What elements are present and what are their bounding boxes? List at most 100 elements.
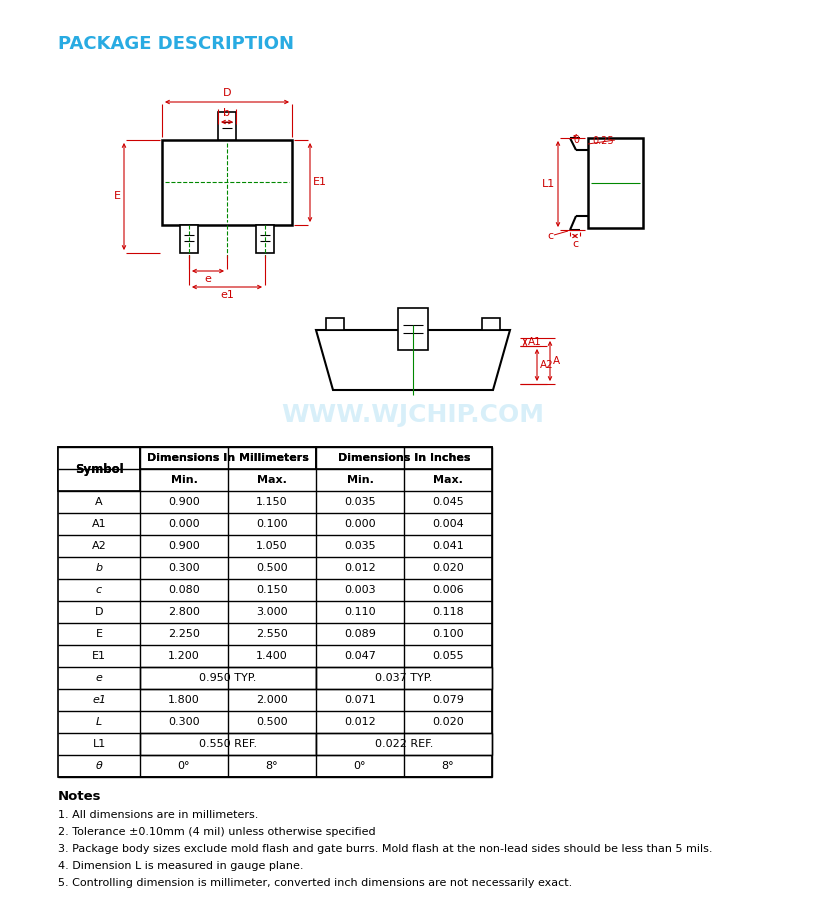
Text: 2. Tolerance ±0.10mm (4 mil) unless otherwise specified: 2. Tolerance ±0.10mm (4 mil) unless othe… (58, 827, 375, 837)
Text: Max.: Max. (433, 475, 463, 485)
Text: 1.800: 1.800 (168, 695, 200, 705)
Text: 2.800: 2.800 (168, 607, 200, 617)
Bar (482, 318, 500, 330)
Text: 0.150: 0.150 (256, 585, 288, 595)
Text: 0.045: 0.045 (433, 497, 464, 507)
Text: 0.004: 0.004 (433, 519, 464, 529)
Text: e1: e1 (220, 290, 234, 300)
Text: E1: E1 (92, 651, 106, 661)
Text: E: E (95, 629, 103, 639)
Text: θ: θ (573, 135, 579, 145)
Text: e: e (204, 274, 212, 284)
Text: 0.900: 0.900 (168, 497, 200, 507)
Text: 8°: 8° (442, 761, 454, 771)
Text: Min.: Min. (347, 475, 374, 485)
Text: 0.900: 0.900 (168, 541, 200, 551)
Text: 0.047: 0.047 (344, 651, 376, 661)
Bar (140, 733, 316, 755)
Text: L1: L1 (93, 739, 106, 749)
Text: 0.055: 0.055 (433, 651, 464, 661)
Bar (140, 447, 316, 469)
Text: Max.: Max. (257, 475, 287, 485)
Text: 0.100: 0.100 (433, 629, 464, 639)
Text: c: c (547, 231, 553, 241)
Text: 2.250: 2.250 (168, 629, 200, 639)
Text: 4. Dimension L is measured in gauge plane.: 4. Dimension L is measured in gauge plan… (58, 861, 304, 871)
Text: Min.: Min. (170, 475, 198, 485)
Bar (58, 447, 140, 491)
Text: 2.000: 2.000 (256, 695, 288, 705)
Text: c: c (96, 585, 102, 595)
Text: Dimensions In Millimeters: Dimensions In Millimeters (147, 453, 309, 463)
Text: 0.300: 0.300 (168, 717, 200, 727)
Text: 0.041: 0.041 (433, 541, 464, 551)
Text: 0.000: 0.000 (344, 519, 375, 529)
Bar (256, 225, 274, 253)
Text: 0.950 TYP.: 0.950 TYP. (199, 673, 256, 683)
Text: 2.550: 2.550 (256, 629, 288, 639)
Text: 0.035: 0.035 (344, 497, 375, 507)
Text: Dimensions In Inches: Dimensions In Inches (337, 453, 471, 463)
Text: 0.079: 0.079 (432, 695, 464, 705)
Text: 0.118: 0.118 (433, 607, 464, 617)
Bar (218, 112, 236, 140)
Text: 3.000: 3.000 (256, 607, 288, 617)
Text: Symbol: Symbol (74, 462, 123, 476)
Text: 0.550 REF.: 0.550 REF. (199, 739, 257, 749)
Text: Symbol: Symbol (74, 462, 123, 476)
Text: A2: A2 (92, 541, 107, 551)
Text: b: b (95, 563, 103, 573)
Bar (316, 667, 492, 689)
Text: A: A (95, 497, 103, 507)
Text: D: D (222, 88, 232, 98)
Text: b: b (223, 108, 231, 118)
Text: 0°: 0° (178, 761, 190, 771)
Text: 0.500: 0.500 (256, 563, 288, 573)
Text: 1.400: 1.400 (256, 651, 288, 661)
Text: 0.500: 0.500 (256, 717, 288, 727)
Polygon shape (316, 330, 510, 390)
Text: A2: A2 (540, 360, 554, 370)
Text: 0.25: 0.25 (592, 136, 614, 146)
Bar (180, 225, 198, 253)
Text: A1: A1 (528, 337, 542, 347)
Text: A1: A1 (92, 519, 107, 529)
Text: 0°: 0° (354, 761, 366, 771)
Text: 0.080: 0.080 (168, 585, 200, 595)
Text: 0.020: 0.020 (433, 717, 464, 727)
Bar (398, 308, 428, 350)
Text: 1. All dimensions are in millimeters.: 1. All dimensions are in millimeters. (58, 810, 258, 820)
Text: 0.035: 0.035 (344, 541, 375, 551)
Text: E1: E1 (313, 177, 327, 187)
Text: 0.012: 0.012 (344, 717, 376, 727)
Text: e: e (96, 673, 103, 683)
Text: D: D (95, 607, 103, 617)
Text: 0.022 REF.: 0.022 REF. (375, 739, 433, 749)
Text: 0.089: 0.089 (344, 629, 376, 639)
Text: 0.006: 0.006 (433, 585, 464, 595)
Text: WWW.WJCHIP.COM: WWW.WJCHIP.COM (281, 403, 544, 427)
Text: 1.150: 1.150 (256, 497, 288, 507)
Text: L: L (96, 717, 102, 727)
Text: 0.020: 0.020 (433, 563, 464, 573)
Text: e1: e1 (92, 695, 106, 705)
Bar (162, 140, 292, 225)
Text: 3. Package body sizes exclude mold flash and gate burrs. Mold flash at the non-l: 3. Package body sizes exclude mold flash… (58, 844, 713, 854)
Text: 0.037 TYP.: 0.037 TYP. (375, 673, 433, 683)
Text: 1.050: 1.050 (256, 541, 288, 551)
Text: c: c (572, 239, 578, 249)
Bar (588, 138, 643, 228)
Text: 8°: 8° (265, 761, 279, 771)
Text: A: A (553, 356, 560, 366)
Text: L1: L1 (542, 179, 555, 189)
Text: 0.071: 0.071 (344, 695, 376, 705)
Bar (316, 447, 492, 469)
Text: θ: θ (96, 761, 103, 771)
Text: 0.110: 0.110 (344, 607, 375, 617)
Text: 0.100: 0.100 (256, 519, 288, 529)
Text: Notes: Notes (58, 790, 102, 803)
Bar (316, 733, 492, 755)
Text: E: E (114, 191, 121, 201)
Text: 0.012: 0.012 (344, 563, 376, 573)
Bar (140, 667, 316, 689)
